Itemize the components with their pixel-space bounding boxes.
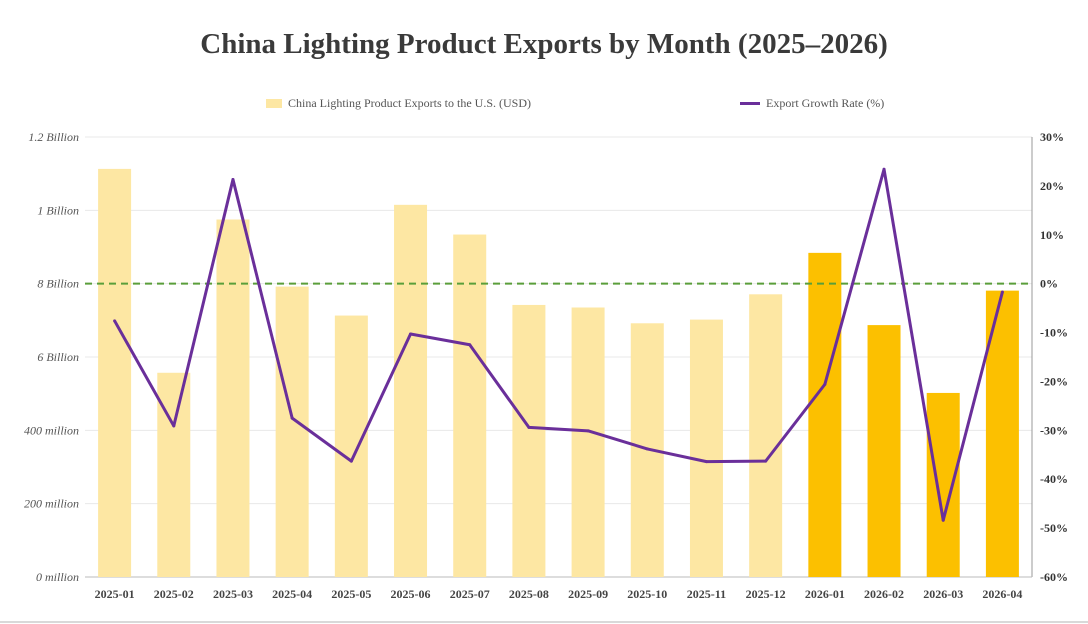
growth-point-2025-04 — [290, 416, 294, 420]
y-right-tick-label: 30% — [1040, 130, 1064, 144]
growth-point-2025-01 — [113, 319, 117, 323]
y-right-tick-label: -10% — [1040, 326, 1068, 340]
bar-2026-02 — [867, 325, 901, 577]
legend-label-exports: China Lighting Product Exports to the U.… — [288, 95, 531, 110]
bar-2025-12 — [749, 294, 783, 577]
chart-title: China Lighting Product Exports by Month … — [200, 28, 888, 60]
y-left-tick-label: 1 Billion — [37, 203, 79, 217]
y-right-tick-label: -60% — [1040, 570, 1068, 584]
growth-point-2025-06 — [409, 332, 413, 336]
growth-point-2025-05 — [349, 459, 353, 463]
legend-swatch-exports — [266, 98, 282, 108]
bar-2026-01 — [808, 252, 842, 577]
x-tick-label-2025-08: 2025-08 — [509, 587, 549, 601]
growth-point-2025-02 — [172, 424, 176, 428]
legend-swatch-growth — [740, 101, 760, 105]
x-tick-label-2026-02: 2026-02 — [864, 587, 904, 601]
y-left-tick-label: 1.2 Billion — [28, 130, 79, 144]
x-tick-label-2026-03: 2026-03 — [923, 587, 963, 601]
x-tick-label-2026-01: 2026-01 — [805, 587, 845, 601]
bar-2025-07 — [453, 234, 487, 578]
legend-item-growth: Export Growth Rate (%) — [740, 95, 884, 111]
legend-label-growth: Export Growth Rate (%) — [766, 95, 885, 110]
y-right-tick-label: -30% — [1040, 423, 1068, 437]
bar-2025-01 — [98, 168, 132, 577]
y-left-tick-label: 0 million — [36, 570, 79, 584]
growth-point-2025-12 — [764, 459, 768, 463]
x-tick-label-2025-12: 2025-12 — [746, 587, 786, 601]
x-tick-label-2025-10: 2025-10 — [627, 587, 667, 601]
growth-point-2025-08 — [527, 425, 531, 429]
x-tick-label-2025-02: 2025-02 — [154, 587, 194, 601]
growth-point-2025-09 — [586, 429, 590, 433]
growth-point-2026-01 — [823, 382, 827, 386]
y-right-tick-label: -50% — [1040, 521, 1068, 535]
y-left-tick-label: 400 million — [24, 423, 79, 437]
growth-point-2025-07 — [468, 343, 472, 347]
x-tick-label-2025-06: 2025-06 — [391, 587, 431, 601]
y-left-tick-label: 8 Billion — [37, 277, 79, 291]
x-tick-label-2026-04: 2026-04 — [982, 587, 1022, 601]
y-right-tick-label: -20% — [1040, 374, 1068, 388]
growth-rate-line — [113, 167, 1004, 522]
bottom-divider — [0, 621, 1088, 623]
x-tick-label-2025-01: 2025-01 — [95, 587, 135, 601]
bar-2025-06 — [394, 204, 428, 578]
y-right-tick-label: 20% — [1040, 179, 1064, 193]
x-tick-label-2025-05: 2025-05 — [331, 587, 371, 601]
legend-item-exports: China Lighting Product Exports to the U.… — [266, 95, 531, 111]
growth-point-2026-02 — [882, 167, 886, 171]
bar-2025-05 — [334, 315, 368, 577]
growth-point-2026-04 — [1000, 290, 1004, 294]
y-right-tick-label: -40% — [1040, 472, 1068, 486]
bar-2026-03 — [926, 392, 960, 577]
y-right-tick-label: 10% — [1040, 228, 1064, 242]
y-right-tick-label: 0% — [1040, 277, 1058, 291]
x-tick-label-2025-11: 2025-11 — [687, 587, 726, 601]
bar-2025-03 — [216, 219, 250, 577]
x-tick-label-2025-07: 2025-07 — [450, 587, 490, 601]
bar-2025-09 — [571, 307, 605, 577]
x-tick-label-2025-09: 2025-09 — [568, 587, 608, 601]
growth-point-2025-11 — [704, 460, 708, 464]
growth-point-2025-10 — [645, 447, 649, 451]
growth-point-2026-03 — [941, 518, 945, 522]
bar-2025-11 — [689, 319, 723, 577]
bar-2025-08 — [512, 304, 546, 577]
growth-point-2025-03 — [231, 178, 235, 182]
x-tick-label-2025-03: 2025-03 — [213, 587, 253, 601]
y-left-tick-label: 6 Billion — [37, 350, 79, 364]
y-left-tick-label: 200 million — [24, 497, 79, 511]
bar-2025-04 — [275, 286, 309, 577]
x-tick-label-2025-04: 2025-04 — [272, 587, 312, 601]
